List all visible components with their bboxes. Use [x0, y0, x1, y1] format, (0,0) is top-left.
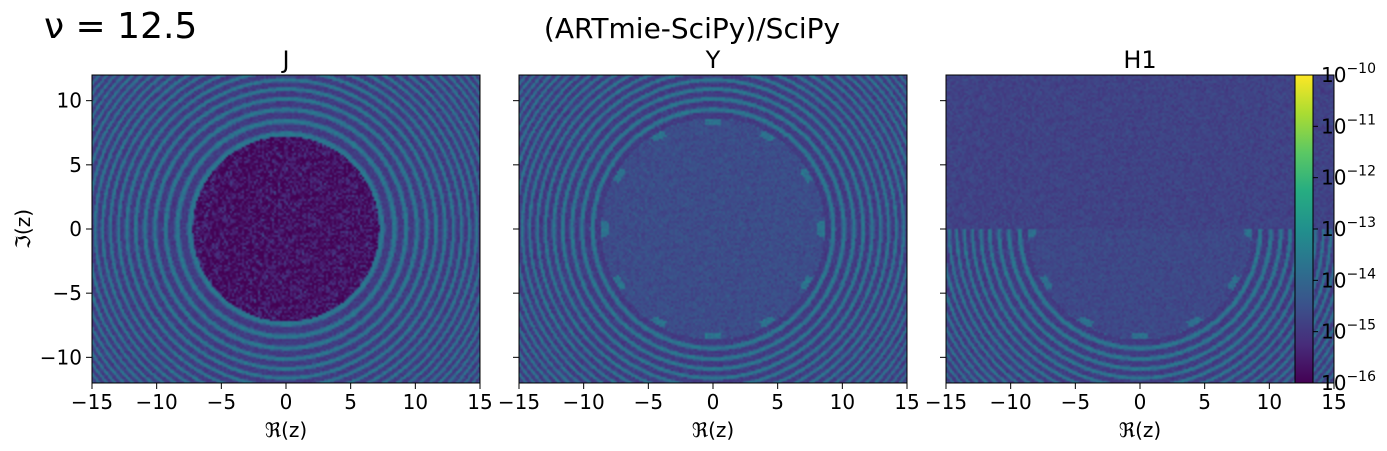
- x-axis-label: ℜ(z): [265, 418, 307, 442]
- colorbar-tick-exponent: −13: [1346, 215, 1376, 231]
- x-tick-label: 15: [467, 390, 492, 414]
- x-tick-label: −10: [563, 390, 605, 414]
- colorbar-tick-label: 10−11: [1321, 112, 1376, 138]
- colorbar-tick-exponent: −15: [1346, 318, 1376, 334]
- x-tick-label: 10: [1257, 390, 1282, 414]
- x-tick-label: 0: [707, 390, 720, 414]
- x-tick-label: −5: [1061, 390, 1090, 414]
- heatmap-image-h1: [946, 75, 1334, 383]
- colorbar-tick-base: 10: [1321, 320, 1346, 344]
- x-tick-label: 5: [344, 390, 357, 414]
- colorbar-tick-exponent: −11: [1346, 112, 1376, 128]
- x-tick-label: −5: [207, 390, 236, 414]
- heatmap-panel-y: Y −15 −10 −5 0 5 10 15 ℜ(z): [498, 46, 920, 442]
- colorbar-tick-base: 10: [1321, 166, 1346, 190]
- heatmap-image-j: [92, 75, 480, 383]
- colorbar-tick-base: 10: [1321, 114, 1346, 138]
- colorbar-tick-label: 10−15: [1321, 318, 1376, 344]
- colorbar-gradient: [1294, 74, 1314, 384]
- panel-title: Y: [705, 46, 721, 74]
- colorbar-tick-label: 10−12: [1321, 164, 1376, 190]
- nu-label: ν = 12.5: [44, 6, 197, 47]
- colorbar-tick-exponent: −10: [1346, 61, 1376, 77]
- colorbar-tick-base: 10: [1321, 63, 1346, 87]
- colorbar-tick-label: 10−14: [1321, 266, 1376, 292]
- x-tick-label: 10: [403, 390, 428, 414]
- figure-title: (ARTmie-SciPy)/SciPy: [544, 12, 840, 45]
- y-axis-label: ℑ(z): [11, 209, 35, 249]
- panel-title: H1: [1123, 46, 1156, 74]
- x-tick-label: −15: [498, 390, 540, 414]
- heatmap-panel-j: J −15 −10 −5 0 5 10 15 ℜ(z) 10 5 0 −5 −10 ℑ(z): [11, 46, 493, 442]
- colorbar-tick-base: 10: [1321, 371, 1346, 395]
- x-tick-label: 10: [830, 390, 855, 414]
- x-tick-label: 15: [1321, 390, 1346, 414]
- x-tick-label: 15: [894, 390, 919, 414]
- x-axis-label: ℜ(z): [692, 418, 734, 442]
- y-tick-label: −5: [53, 281, 82, 305]
- colorbar-tick-label: 10−13: [1321, 215, 1376, 241]
- colorbar-tick-base: 10: [1321, 217, 1346, 241]
- x-axis-label: ℜ(z): [1119, 418, 1161, 442]
- x-tick-label: −10: [136, 390, 178, 414]
- colorbar-tick-exponent: −16: [1346, 369, 1376, 385]
- x-tick-label: −15: [71, 390, 113, 414]
- heatmap-panel-h1: H1−15 −10 −5 0 5 10 15ℜ(z): [925, 46, 1347, 442]
- panel-title: J: [280, 46, 289, 74]
- x-tick-label: 0: [1134, 390, 1147, 414]
- colorbar-tick-exponent: −14: [1346, 266, 1376, 282]
- colorbar-tick-label: 10−10: [1321, 61, 1376, 87]
- x-tick-label: −5: [634, 390, 663, 414]
- colorbar-tick-exponent: −12: [1346, 164, 1376, 180]
- heatmap-image-y: [519, 75, 907, 383]
- colorbar-tick-base: 10: [1321, 268, 1346, 292]
- y-tick-label: 0: [69, 217, 82, 241]
- x-tick-label: −15: [925, 390, 967, 414]
- colorbar-tick-label: 10−16: [1321, 369, 1376, 395]
- x-tick-label: −10: [990, 390, 1032, 414]
- y-tick-label: −10: [40, 345, 82, 369]
- x-tick-label: 5: [1198, 390, 1211, 414]
- x-tick-label: 0: [280, 390, 293, 414]
- y-tick-label: 10: [57, 89, 82, 113]
- x-tick-label: 5: [771, 390, 784, 414]
- y-tick-label: 5: [69, 153, 82, 177]
